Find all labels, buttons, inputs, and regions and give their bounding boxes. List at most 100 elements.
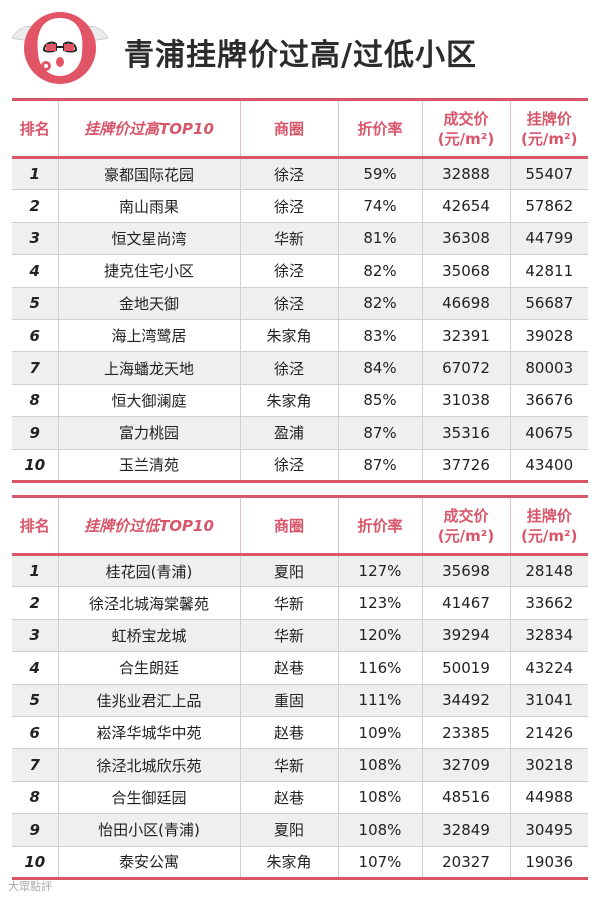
discount-rate-cell: 82% bbox=[338, 287, 423, 320]
rank-cell: 7 bbox=[12, 748, 59, 782]
community-cell: 南山雨果 bbox=[58, 189, 241, 223]
listing-price-cell: 31041 bbox=[510, 684, 588, 717]
header-listing-price: 挂牌价 (元/m²) bbox=[510, 99, 588, 159]
listing-price-cell: 30495 bbox=[510, 813, 588, 847]
listing-price-cell: 32834 bbox=[510, 619, 588, 653]
listing-price-cell: 40675 bbox=[510, 416, 588, 450]
community-cell: 虹桥宝龙城 bbox=[58, 619, 241, 653]
rank-cell: 8 bbox=[12, 384, 59, 418]
rank-cell: 5 bbox=[12, 287, 59, 320]
table-row: 1 桂花园(青浦) 夏阳 127% 35698 28148 bbox=[12, 554, 588, 588]
district-cell: 徐泾 bbox=[240, 189, 339, 223]
listing-price-cell: 36676 bbox=[510, 384, 588, 418]
table-row: 8 合生御廷园 赵巷 108% 48516 44988 bbox=[12, 781, 588, 815]
discount-rate-cell: 120% bbox=[338, 619, 423, 653]
discount-rate-cell: 108% bbox=[338, 813, 423, 847]
district-cell: 徐泾 bbox=[240, 254, 339, 288]
table-row: 10 泰安公寓 朱家角 107% 20327 19036 bbox=[12, 846, 588, 880]
rank-cell: 9 bbox=[12, 813, 59, 847]
rank-cell: 7 bbox=[12, 351, 59, 385]
watermark: 大眾點評 bbox=[8, 880, 52, 893]
discount-rate-cell: 123% bbox=[338, 586, 423, 620]
listing-price-cell: 42811 bbox=[510, 254, 588, 288]
header-district: 商圈 bbox=[240, 496, 339, 556]
district-cell: 盈浦 bbox=[240, 416, 339, 450]
listing-price-cell: 56687 bbox=[510, 287, 588, 320]
deal-price-cell: 32849 bbox=[422, 813, 511, 847]
rank-cell: 8 bbox=[12, 781, 59, 815]
community-cell: 上海蟠龙天地 bbox=[58, 351, 241, 385]
community-cell: 富力桃园 bbox=[58, 416, 241, 450]
rank-cell: 3 bbox=[12, 222, 59, 256]
discount-rate-cell: 109% bbox=[338, 716, 423, 750]
discount-rate-cell: 85% bbox=[338, 384, 423, 418]
community-cell: 合生御廷园 bbox=[58, 781, 241, 815]
table-row: 1 豪都国际花园 徐泾 59% 32888 55407 bbox=[12, 157, 588, 191]
deal-price-cell: 46698 bbox=[422, 287, 511, 320]
header-deal-price: 成交价 (元/m²) bbox=[422, 99, 511, 159]
table-row: 6 崧泽华城华中苑 赵巷 109% 23385 21426 bbox=[12, 716, 588, 750]
table-header-row: 排名 挂牌价过低TOP10 商圈 折价率 成交价 (元/m²) 挂牌价 (元/m… bbox=[12, 496, 588, 556]
table-header-row: 排名 挂牌价过高TOP10 商圈 折价率 成交价 (元/m²) 挂牌价 (元/m… bbox=[12, 99, 588, 159]
deal-price-cell: 37726 bbox=[422, 449, 511, 483]
listing-price-cell: 33662 bbox=[510, 586, 588, 620]
rank-cell: 2 bbox=[12, 189, 59, 223]
listing-price-cell: 21426 bbox=[510, 716, 588, 750]
community-cell: 海上湾鹭居 bbox=[58, 319, 241, 353]
deal-price-cell: 67072 bbox=[422, 351, 511, 385]
listing-price-cell: 57862 bbox=[510, 189, 588, 223]
header-discount-rate: 折价率 bbox=[338, 99, 423, 159]
community-cell: 合生朗廷 bbox=[58, 651, 241, 685]
rank-cell: 9 bbox=[12, 416, 59, 450]
table-row: 2 徐泾北城海棠馨苑 华新 123% 41467 33662 bbox=[12, 586, 588, 620]
header-district: 商圈 bbox=[240, 99, 339, 159]
district-cell: 夏阳 bbox=[240, 554, 339, 588]
deal-price-cell: 48516 bbox=[422, 781, 511, 815]
rank-cell: 1 bbox=[12, 157, 59, 191]
district-cell: 赵巷 bbox=[240, 651, 339, 685]
discount-rate-cell: 87% bbox=[338, 416, 423, 450]
table-row: 8 恒大御澜庭 朱家角 85% 31038 36676 bbox=[12, 384, 588, 418]
deal-price-cell: 34492 bbox=[422, 684, 511, 717]
listing-price-cell: 19036 bbox=[510, 846, 588, 880]
deal-price-cell: 35316 bbox=[422, 416, 511, 450]
discount-rate-cell: 84% bbox=[338, 351, 423, 385]
district-cell: 华新 bbox=[240, 619, 339, 653]
community-cell: 佳兆业君汇上品 bbox=[58, 684, 241, 717]
listing-price-cell: 43224 bbox=[510, 651, 588, 685]
rank-cell: 6 bbox=[12, 716, 59, 750]
community-cell: 金地天御 bbox=[58, 287, 241, 320]
community-cell: 怡田小区(青浦) bbox=[58, 813, 241, 847]
discount-rate-cell: 108% bbox=[338, 748, 423, 782]
community-cell: 玉兰清苑 bbox=[58, 449, 241, 483]
district-cell: 徐泾 bbox=[240, 157, 339, 191]
community-cell: 豪都国际花园 bbox=[58, 157, 241, 191]
rank-cell: 4 bbox=[12, 651, 59, 685]
district-cell: 赵巷 bbox=[240, 781, 339, 815]
district-cell: 朱家角 bbox=[240, 384, 339, 418]
deal-price-cell: 41467 bbox=[422, 586, 511, 620]
deal-price-cell: 50019 bbox=[422, 651, 511, 685]
table-row: 3 虹桥宝龙城 华新 120% 39294 32834 bbox=[12, 619, 588, 653]
district-cell: 徐泾 bbox=[240, 449, 339, 483]
header-rank: 排名 bbox=[12, 496, 59, 556]
table-row: 10 玉兰清苑 徐泾 87% 37726 43400 bbox=[12, 449, 588, 483]
table-row: 5 佳兆业君汇上品 重固 111% 34492 31041 bbox=[12, 684, 588, 717]
rank-cell: 1 bbox=[12, 554, 59, 588]
table-row: 4 合生朗廷 赵巷 116% 50019 43224 bbox=[12, 651, 588, 685]
header-community: 挂牌价过高TOP10 bbox=[58, 99, 241, 159]
district-cell: 夏阳 bbox=[240, 813, 339, 847]
header-deal-price: 成交价 (元/m²) bbox=[422, 496, 511, 556]
community-cell: 徐泾北城欣乐苑 bbox=[58, 748, 241, 782]
listing-price-cell: 39028 bbox=[510, 319, 588, 353]
deal-price-cell: 42654 bbox=[422, 189, 511, 223]
district-cell: 华新 bbox=[240, 748, 339, 782]
discount-rate-cell: 87% bbox=[338, 449, 423, 483]
table-row: 2 南山雨果 徐泾 74% 42654 57862 bbox=[12, 189, 588, 223]
rank-cell: 10 bbox=[12, 449, 59, 483]
community-cell: 泰安公寓 bbox=[58, 846, 241, 880]
deal-price-cell: 23385 bbox=[422, 716, 511, 750]
discount-rate-cell: 81% bbox=[338, 222, 423, 256]
discount-rate-cell: 83% bbox=[338, 319, 423, 353]
discount-rate-cell: 74% bbox=[338, 189, 423, 223]
